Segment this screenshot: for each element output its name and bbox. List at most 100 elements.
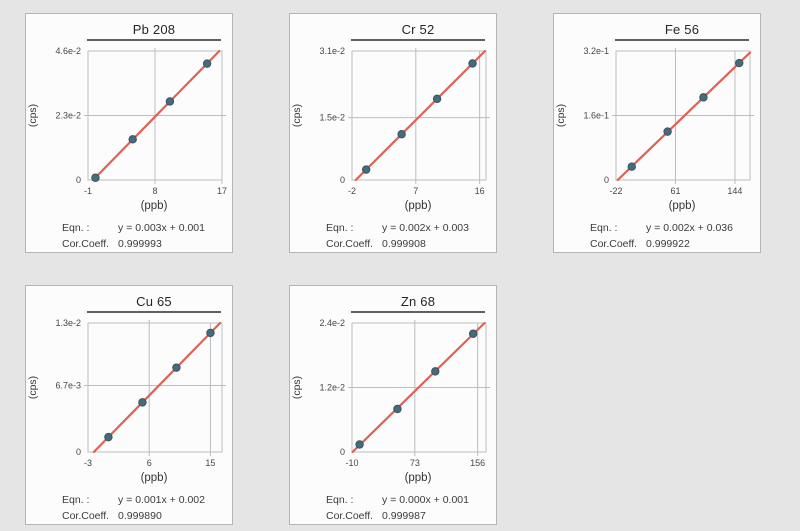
y-tick-label: 1.5e-2 [319, 113, 345, 123]
cor-coeff-row: Cor.Coeff. 0.999987 [290, 509, 496, 525]
cor-coeff-label: Cor.Coeff. [62, 237, 110, 250]
x-tick-label: 73 [410, 458, 420, 468]
x-tick-label: -10 [345, 458, 358, 468]
data-point [397, 130, 406, 139]
cor-coeff-label: Cor.Coeff. [326, 237, 374, 250]
eqn-value: y = 0.003x + 0.001 [118, 222, 205, 234]
data-point [104, 432, 113, 442]
equation-row: Eqn. : y = 0.001x + 0.002 [26, 493, 232, 509]
eqn-label: Eqn. : [62, 494, 90, 506]
cor-coeff-value: 0.999890 [118, 509, 162, 522]
cor-coeff-value: 0.999908 [382, 237, 426, 250]
cor-coeff-label: Cor.Coeff. [326, 509, 374, 522]
x-axis-label: (ppb) [140, 472, 168, 484]
data-point [355, 440, 364, 449]
data-point [432, 94, 442, 104]
x-tick-label: -2 [348, 186, 356, 196]
cor-coeff-label: Cor.Coeff. [62, 509, 110, 522]
regression-line [91, 49, 221, 182]
panel-title: Cu 65 [136, 294, 172, 309]
eqn-value: y = 0.000x + 0.001 [382, 494, 469, 506]
eqn-value: y = 0.002x + 0.003 [382, 222, 469, 234]
plot-frame [87, 50, 223, 181]
plot-frame [351, 50, 487, 181]
data-point [468, 59, 477, 68]
x-tick-label: 15 [205, 458, 215, 468]
calibration-panel[interactable]: Fe 56 -22 61 144 0 1.6e-1 3.2e-1 (cps) (ppb) E… [553, 13, 761, 253]
fit-info: Eqn. : y = 0.000x + 0.001 Cor.Coeff. 0.9… [290, 493, 496, 524]
y-tick-label: 3.1e-2 [319, 46, 345, 56]
y-tick-label: 0 [604, 175, 609, 185]
data-point [361, 165, 371, 174]
calibration-plot: -3 6 15 0 6.7e-3 1.3e-2 (cps) [27, 318, 226, 468]
x-tick-label: 6 [147, 458, 152, 468]
fit-info: Eqn. : y = 0.003x + 0.001 Cor.Coeff. 0.9… [26, 221, 232, 252]
calibration-panel[interactable]: Cu 65 -3 6 15 0 6.7e-3 1.3e-2 (cps) (ppb) Eqn.… [25, 285, 233, 525]
data-point [128, 135, 137, 144]
x-axis-label: (ppb) [404, 200, 432, 212]
eqn-label: Eqn. : [326, 222, 354, 234]
y-tick-label: 0 [76, 175, 81, 185]
regression-line [616, 51, 752, 182]
eqn-value: y = 0.001x + 0.002 [118, 494, 205, 506]
equation-row: Eqn. : y = 0.003x + 0.001 [26, 221, 232, 237]
y-tick-label: 1.6e-1 [583, 111, 609, 121]
y-axis-label: (cps) [291, 104, 303, 127]
calibration-plot: -2 7 16 0 1.5e-2 3.1e-2 (cps) [291, 46, 490, 196]
plot-frame [87, 322, 223, 453]
x-axis-label: (ppb) [404, 472, 432, 484]
fit-info: Eqn. : y = 0.002x + 0.003 Cor.Coeff. 0.9… [290, 221, 496, 252]
cor-coeff-label: Cor.Coeff. [590, 237, 638, 250]
cor-coeff-value: 0.999993 [118, 237, 162, 250]
eqn-label: Eqn. : [326, 494, 354, 506]
eqn-value: y = 0.002x + 0.036 [646, 222, 733, 234]
calibration-panel[interactable]: Cr 52 -2 7 16 0 1.5e-2 3.1e-2 (cps) (ppb) Eqn.… [289, 13, 497, 253]
data-point [468, 329, 478, 338]
y-tick-label: 2.3e-2 [55, 111, 81, 121]
y-axis-label: (cps) [555, 104, 567, 127]
fit-info: Eqn. : y = 0.001x + 0.002 Cor.Coeff. 0.9… [26, 493, 232, 524]
plot-frame [351, 322, 487, 453]
calibration-plot: -22 61 144 0 1.6e-1 3.2e-1 (cps) [555, 46, 754, 196]
calibration-panel[interactable]: Zn 68 -10 73 156 0 1.2e-2 2.4e-2 (cps) (ppb) E… [289, 285, 497, 525]
regression-line [354, 49, 487, 182]
x-tick-label: 156 [470, 458, 485, 468]
title-underline [87, 311, 221, 313]
y-axis-label: (cps) [27, 376, 39, 399]
x-tick-label: -22 [609, 186, 622, 196]
data-point [206, 328, 215, 338]
x-tick-label: 8 [152, 186, 157, 196]
equation-row: Eqn. : y = 0.002x + 0.003 [290, 221, 496, 237]
eqn-label: Eqn. : [590, 222, 618, 234]
y-tick-label: 4.6e-2 [55, 46, 81, 56]
fit-info: Eqn. : y = 0.002x + 0.036 Cor.Coeff. 0.9… [554, 221, 760, 252]
x-tick-label: 144 [727, 186, 742, 196]
cor-coeff-row: Cor.Coeff. 0.999908 [290, 237, 496, 253]
cor-coeff-row: Cor.Coeff. 0.999993 [26, 237, 232, 253]
x-tick-label: 17 [217, 186, 227, 196]
y-tick-label: 0 [340, 447, 345, 457]
x-axis-label: (ppb) [668, 200, 696, 212]
title-underline [351, 311, 485, 313]
panel-title: Cr 52 [401, 22, 435, 37]
title-underline [615, 39, 749, 41]
y-tick-label: 1.2e-2 [319, 383, 345, 393]
data-point [699, 93, 708, 102]
y-tick-label: 3.2e-1 [583, 46, 609, 56]
data-point [202, 59, 212, 68]
x-tick-label: -1 [84, 186, 92, 196]
panel-title: Zn 68 [400, 294, 436, 309]
x-tick-label: 61 [670, 186, 680, 196]
calibration-panel[interactable]: Pb 208 -1 8 17 0 2.3e-2 4.6e-2 (cps) (ppb) Eqn… [25, 13, 233, 253]
x-axis-label: (ppb) [140, 200, 168, 212]
y-axis-label: (cps) [291, 376, 303, 399]
equation-row: Eqn. : y = 0.000x + 0.001 [290, 493, 496, 509]
equation-row: Eqn. : y = 0.002x + 0.036 [554, 221, 760, 237]
panel-title: Pb 208 [132, 22, 176, 37]
data-point [663, 127, 672, 136]
data-point [165, 97, 175, 106]
calibration-plot: -1 8 17 0 2.3e-2 4.6e-2 (cps) [27, 46, 227, 196]
y-tick-label: 1.3e-2 [55, 318, 81, 328]
panel-title: Fe 56 [664, 22, 700, 37]
